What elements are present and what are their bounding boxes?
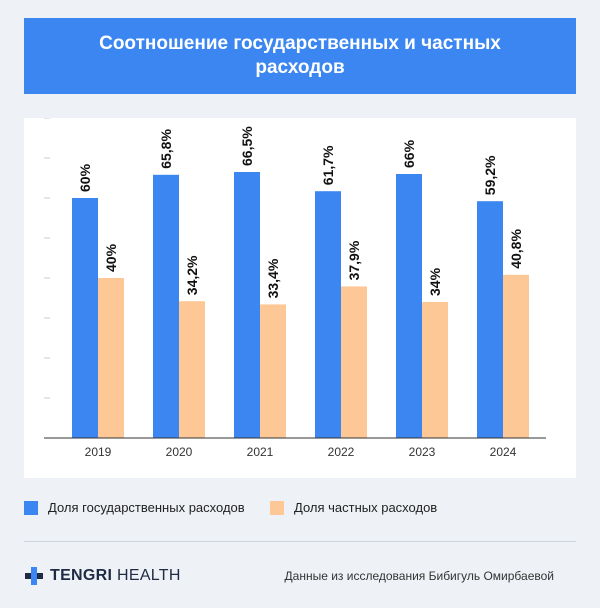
bar-public [477,201,503,438]
logo-text-bold: TENGRI [50,567,113,584]
x-tick-label: 2019 [85,445,112,459]
legend-label-public: Доля государственных расходов [48,500,245,515]
data-label: 37,9% [346,240,362,280]
chart-header: Соотношение государственных и частных ра… [24,18,576,94]
legend-swatch-public [24,500,38,515]
bar-public [72,198,98,438]
logo-text-light: HEALTH [112,567,181,584]
legend-item-private: Доля частных расходов [270,500,437,515]
data-label: 65,8% [158,129,174,169]
bar-private [179,301,205,438]
data-label: 34% [427,267,443,296]
legend-swatch-private [270,500,284,515]
x-tick-label: 2020 [166,445,193,459]
bar-public [315,191,341,438]
x-tick-label: 2022 [328,445,355,459]
tengri-health-logo[interactable]: TENGRI HEALTH [24,566,181,586]
data-label: 61,7% [320,145,336,185]
x-tick-label: 2023 [409,445,436,459]
footer-divider [24,541,576,542]
x-tick-label: 2024 [490,445,517,459]
data-label: 40,8% [508,229,524,269]
data-label: 40% [103,243,119,272]
chart-area: 60% 40% 2019 65,8% 34,2% 2020 66,5% 33,4% 2021 61… [24,118,576,478]
chart-title: Соотношение государственных и частных ра… [99,33,501,78]
data-label: 33,4% [265,258,281,298]
data-label: 66,5% [239,126,255,166]
logo-text: TENGRI HEALTH [50,567,181,585]
data-label: 66% [401,139,417,168]
bar-public [234,172,260,438]
bar-public [396,174,422,438]
data-label: 60% [77,163,93,192]
bar-private [503,274,529,438]
bar-private [341,286,367,438]
legend-item-public: Доля государственных расходов [24,500,245,515]
plus-cross-icon [25,567,43,585]
legend-label-private: Доля частных расходов [294,500,438,515]
footer: TENGRI HEALTH Данные из исследования Биб… [24,562,576,590]
bar-private [98,278,124,438]
source-note: Данные из исследования Бибигуль Омирбаев… [284,569,554,583]
bar-public [153,174,179,439]
data-label: 34,2% [184,255,200,295]
data-label: 59,2% [482,155,498,195]
bar-private [422,302,448,438]
bar-chart: 60% 40% 2019 65,8% 34,2% 2020 66,5% 33,4% 2021 61… [44,118,546,459]
bar-private [260,304,286,438]
legend: Доля государственных расходов Доля частн… [24,500,576,522]
x-tick-label: 2021 [247,445,274,459]
